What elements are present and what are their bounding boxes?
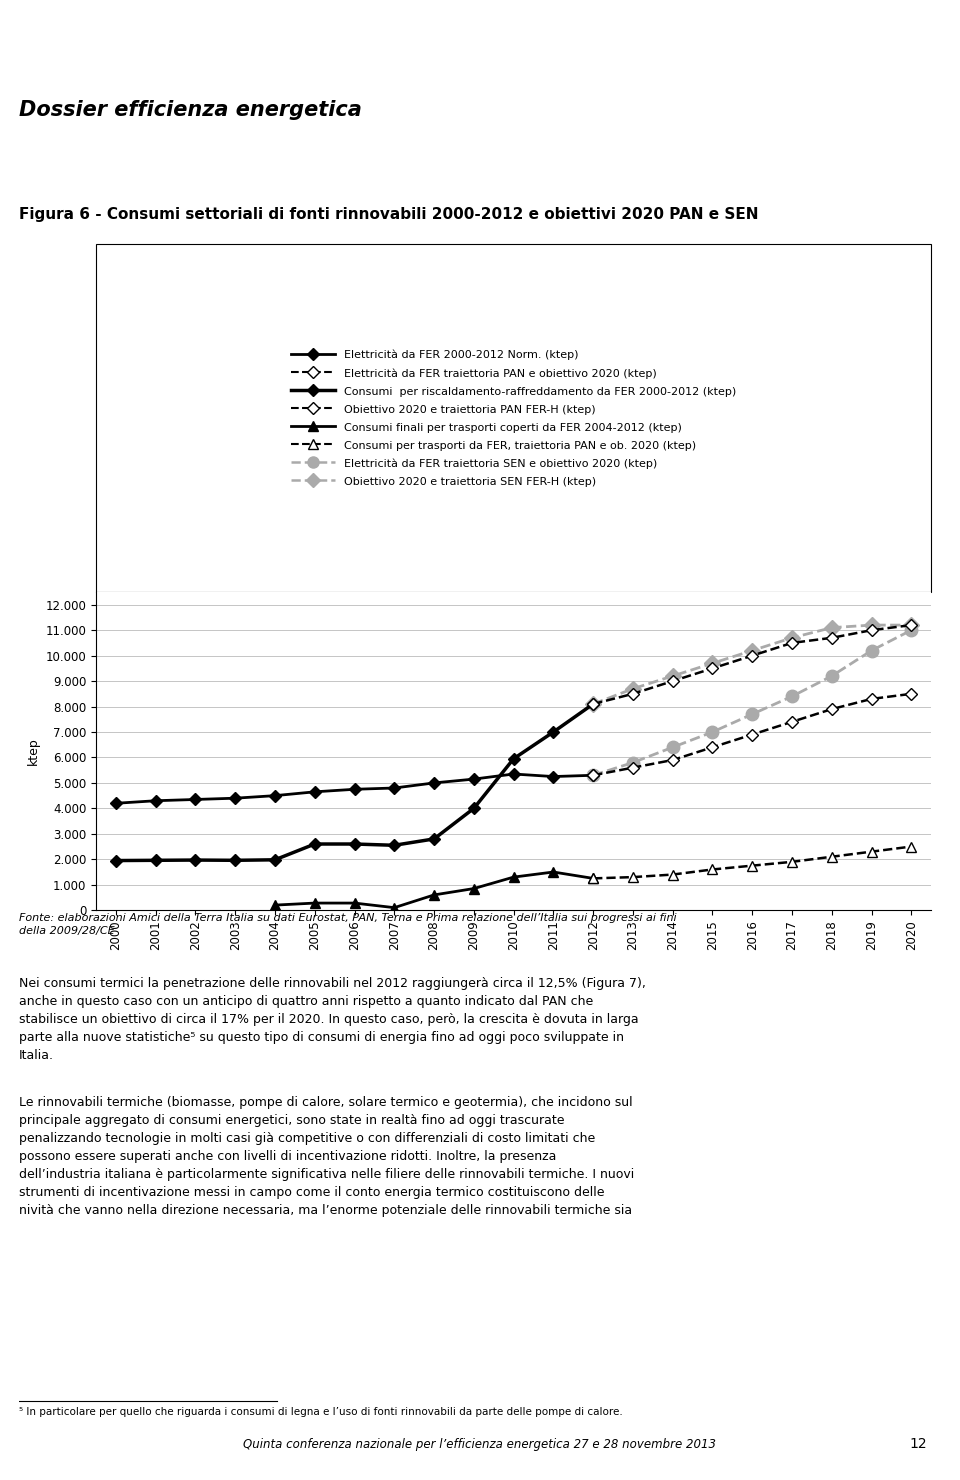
Text: Le rinnovabili termiche (biomasse, pompe di calore, solare termico e geotermia),: Le rinnovabili termiche (biomasse, pompe… (19, 1097, 635, 1217)
FancyBboxPatch shape (96, 244, 931, 592)
Text: ⁵ In particolare per quello che riguarda i consumi di legna e l’uso di fonti rin: ⁵ In particolare per quello che riguarda… (19, 1407, 623, 1416)
Text: Figura 6 - Consumi settoriali di fonti rinnovabili 2000-2012 e obiettivi 2020 PA: Figura 6 - Consumi settoriali di fonti r… (19, 207, 758, 222)
Text: Fonte: elaborazioni Amici della Terra Italia su dati Eurostat, PAN, Terna e Prim: Fonte: elaborazioni Amici della Terra It… (19, 913, 677, 937)
Text: Quinta conferenza nazionale per l’efficienza energetica 27 e 28 novembre 2013: Quinta conferenza nazionale per l’effici… (244, 1439, 716, 1452)
Y-axis label: ktep: ktep (27, 737, 40, 765)
Text: Nei consumi termici la penetrazione delle rinnovabili nel 2012 raggiungerà circa: Nei consumi termici la penetrazione dell… (19, 977, 646, 1061)
Legend: Elettricità da FER 2000-2012 Norm. (ktep), Elettricità da FER traiettoria PAN e : Elettricità da FER 2000-2012 Norm. (ktep… (279, 337, 748, 499)
Text: Dossier efficienza energetica: Dossier efficienza energetica (19, 99, 362, 120)
Text: 12: 12 (909, 1437, 927, 1452)
